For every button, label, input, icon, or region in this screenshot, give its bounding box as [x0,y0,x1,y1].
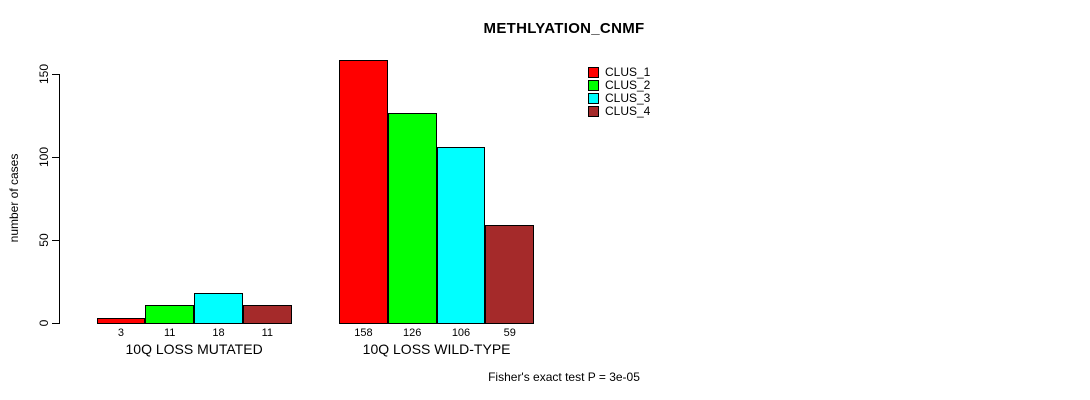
bar-value-label: 158 [354,327,373,339]
y-axis-tick [52,73,59,75]
y-axis-tick-label: 50 [37,233,51,247]
bar-value-label: 59 [503,327,516,339]
x-axis-group-label: 10Q LOSS WILD-TYPE [362,341,511,357]
legend-swatch-clus_4 [588,105,599,117]
legend-swatch-clus_3 [588,92,599,104]
bar [436,146,486,324]
chart-title: METHLYATION_CNMF [483,20,645,37]
legend-label-clus_1: CLUS_1 [605,64,651,79]
y-axis-tick [52,323,59,324]
bar-value-label: 106 [451,327,471,339]
legend-swatch-clus_1 [588,66,599,78]
legend-label-clus_2: CLUS_2 [605,77,651,92]
legend-label-clus_3: CLUS_3 [605,90,651,105]
y-axis-line [59,73,60,324]
y-axis-tick-label: 100 [37,146,51,167]
bar [485,224,535,324]
bar-value-label: 3 [117,327,124,339]
y-axis-tick [52,156,59,158]
bar [194,293,243,324]
y-axis-tick [52,239,59,241]
y-axis-tick-label: 150 [37,63,51,84]
y-axis-tick-label: 0 [37,319,51,327]
x-axis-group-label: 10Q LOSS MUTATED [125,341,263,357]
footnote-pvalue: Fisher's exact test P = 3e-05 [488,370,640,384]
bar-value-label: 18 [212,327,225,339]
bar [242,304,292,324]
bar-value-label: 126 [403,327,422,339]
bar [145,304,195,324]
bar-value-label: 11 [163,327,176,339]
legend-label-clus_4: CLUS_4 [605,103,651,118]
bar [387,113,437,324]
y-axis-label: number of cases [7,153,21,243]
bar-value-label: 11 [261,327,273,339]
bar [339,60,388,324]
bar [96,318,146,324]
legend-swatch-clus_2 [588,79,599,91]
